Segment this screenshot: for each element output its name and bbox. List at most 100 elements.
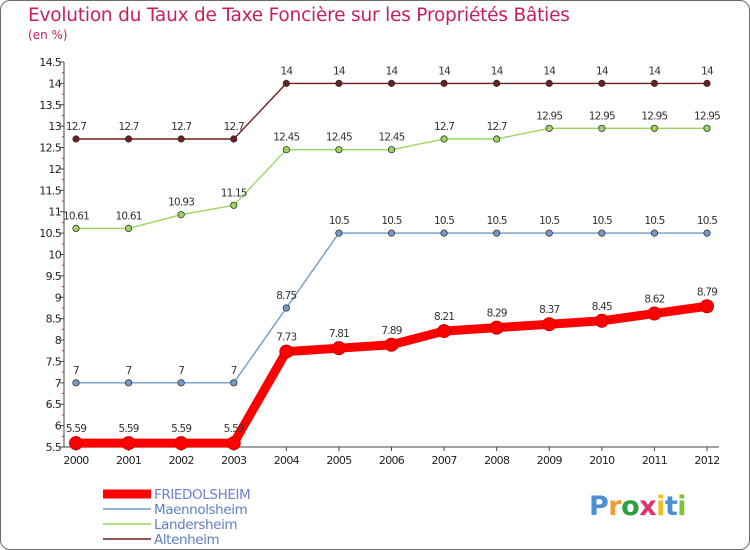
data-point (650, 229, 659, 237)
data-point (335, 229, 343, 237)
data-point (124, 379, 133, 387)
data-label: 5.59 (118, 423, 138, 435)
chart-title: Evolution du Taux de Taxe Foncière sur l… (28, 5, 570, 26)
data-label: 10.93 (168, 197, 194, 209)
data-label: 12.7 (434, 121, 454, 133)
legend-label: FRIEDOLSHEIM (154, 487, 250, 503)
data-point (545, 124, 553, 132)
y-tick-label: 9 (55, 291, 62, 304)
data-label: 7 (73, 365, 79, 377)
y-tick-label: 14.5 (39, 56, 61, 69)
data-label: 12.7 (171, 121, 191, 133)
data-label: 7.81 (329, 328, 349, 340)
data-label: 10.5 (539, 215, 559, 227)
y-tick-label: 9.5 (46, 270, 62, 283)
data-label: 12.45 (378, 132, 404, 144)
data-label: 8.62 (644, 294, 664, 306)
data-point (72, 379, 80, 387)
data-label: 14 (280, 65, 293, 77)
data-point (387, 146, 396, 154)
data-label: 12.95 (589, 110, 615, 122)
data-point (545, 229, 553, 237)
data-label: 10.5 (381, 215, 401, 227)
data-label: 5.59 (171, 423, 191, 435)
x-tick-label: 2000 (63, 454, 89, 467)
y-tick-label: 10.5 (39, 227, 61, 240)
data-point (598, 79, 606, 87)
y-tick-label: 5.5 (46, 441, 62, 454)
data-point (177, 379, 185, 387)
data-label: 8.75 (276, 290, 296, 302)
x-tick-label: 2005 (326, 454, 352, 467)
data-label: 8.79 (697, 286, 717, 298)
x-tick-label: 2006 (379, 454, 405, 467)
data-label: 7 (126, 365, 132, 377)
logo-letter: x (639, 491, 657, 522)
data-label: 7.89 (381, 325, 401, 337)
logo-letter: o (621, 491, 640, 522)
data-point (230, 135, 238, 143)
data-point (387, 229, 396, 237)
data-label: 12.7 (224, 121, 244, 133)
data-label: 14 (333, 65, 346, 77)
x-tick-label: 2004 (274, 454, 300, 467)
y-tick-label: 12 (48, 163, 61, 176)
y-tick-label: 8 (55, 334, 62, 347)
data-label: 7 (231, 365, 237, 377)
data-label: 14 (543, 65, 556, 77)
data-label: 12.95 (641, 110, 667, 122)
data-point (230, 201, 238, 209)
data-label: 14 (596, 65, 609, 77)
x-tick-label: 2010 (589, 454, 615, 467)
data-point (124, 224, 133, 233)
data-point (282, 304, 290, 312)
logo-letter: t (664, 491, 678, 522)
data-point (230, 379, 238, 387)
data-label: 10.61 (63, 210, 89, 222)
proxiti-logo: Proxiti (589, 491, 687, 522)
data-label: 14 (438, 65, 451, 77)
x-tick-label: 2011 (642, 454, 667, 467)
data-point (647, 306, 662, 321)
data-point (650, 124, 659, 132)
legend-label: Maennolsheim (154, 502, 247, 518)
data-label: 11.15 (221, 187, 247, 199)
data-point (440, 229, 448, 237)
data-point (72, 224, 80, 233)
logo-letter: i (677, 491, 687, 522)
data-point (124, 135, 133, 143)
data-point (384, 337, 399, 352)
data-label: 8.45 (592, 301, 612, 313)
series-line (75, 232, 708, 384)
x-tick-label: 2002 (169, 454, 194, 467)
data-label: 12.45 (326, 132, 352, 144)
y-tick-label: 11 (48, 206, 61, 219)
data-label: 10.5 (329, 215, 349, 227)
logo-letter: r (608, 491, 622, 522)
unit-label: (en %) (28, 28, 68, 42)
x-tick-label: 2007 (431, 454, 457, 467)
data-label: 10.5 (487, 215, 507, 227)
data-point (282, 146, 290, 154)
y-tick-label: 7 (55, 377, 62, 390)
data-point (335, 79, 343, 87)
data-label: 7.73 (276, 332, 296, 344)
logo-letter: i (656, 491, 665, 522)
y-tick-label: 11.5 (39, 184, 61, 197)
data-point (440, 135, 448, 143)
data-point (493, 229, 501, 237)
data-point (493, 79, 501, 87)
y-tick-label: 13.5 (39, 99, 61, 112)
data-point (279, 344, 294, 359)
data-label: 5.59 (66, 423, 86, 435)
data-label: 12.95 (536, 110, 562, 122)
data-label: 10.5 (697, 215, 717, 227)
data-point (335, 146, 343, 154)
data-label: 8.37 (539, 304, 559, 316)
data-label: 14 (386, 65, 399, 77)
data-point (594, 313, 609, 328)
data-point (437, 324, 452, 339)
data-point (542, 317, 557, 332)
data-point (545, 79, 553, 87)
